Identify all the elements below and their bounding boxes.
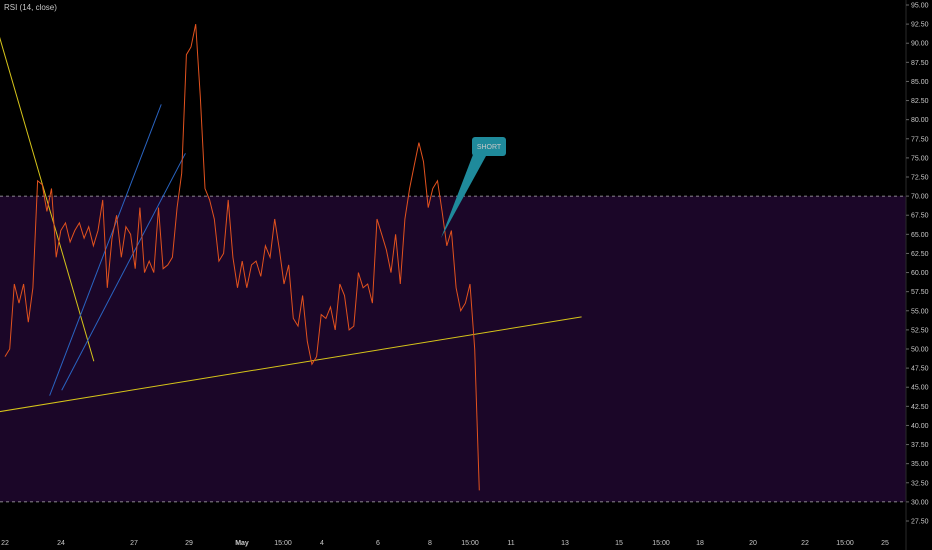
trendline-blue-channel-lower [61, 153, 186, 391]
y-tick-label: 35.00 [911, 461, 929, 468]
y-tick-label: 72.50 [911, 175, 929, 182]
x-tick-label: 11 [507, 540, 514, 547]
y-tick-label: 30.00 [911, 499, 929, 506]
y-tick-label: 92.50 [911, 22, 929, 29]
y-tick-label: 75.00 [911, 155, 929, 162]
y-tick-label: 90.00 [911, 41, 929, 48]
x-tick-label: 25 [881, 540, 889, 547]
rsi-series-line [4, 23, 480, 491]
y-tick-label: 62.50 [911, 251, 929, 258]
y-tick-label: 70.00 [911, 194, 929, 201]
x-tick-label: 15:00 [461, 540, 479, 547]
y-axis-ticks: 27.50 30.00 32.50 35.00 37.50 40.00 42.50 45.00… [906, 3, 929, 526]
x-tick-label: 15 [615, 540, 623, 547]
x-tick-label: 22 [1, 540, 9, 547]
x-tick-label: 24 [57, 540, 65, 547]
indicator-label: RSI (14, close) [4, 3, 57, 12]
x-axis-ticks: 22 24 27 29 May 15:00 4 6 8 15:00 11 13 15 15:00 18 20 2… [1, 540, 889, 547]
y-tick-label: 85.00 [911, 79, 929, 86]
x-tick-label: 13 [561, 540, 569, 547]
y-tick-label: 50.00 [911, 347, 929, 354]
overbought-oversold-band [0, 196, 906, 502]
y-tick-label: 87.50 [911, 60, 929, 67]
y-tick-label: 65.00 [911, 232, 929, 239]
y-tick-label: 57.50 [911, 289, 929, 296]
x-tick-label: 15:00 [274, 540, 292, 547]
y-tick-label: 55.00 [911, 308, 929, 315]
x-tick-label: 4 [320, 540, 324, 547]
y-tick-label: 77.50 [911, 136, 929, 143]
x-tick-label: 22 [801, 540, 809, 547]
x-tick-label: 8 [428, 540, 432, 547]
short-callout-box[interactable] [472, 137, 506, 156]
x-tick-label: 15:00 [836, 540, 854, 547]
x-tick-label: 29 [185, 540, 193, 547]
y-tick-label: 52.50 [911, 327, 929, 334]
y-tick-label: 32.50 [911, 480, 929, 487]
y-tick-label: 37.50 [911, 442, 929, 449]
y-tick-label: 82.50 [911, 98, 929, 105]
y-tick-label: 42.50 [911, 404, 929, 411]
y-tick-label: 67.50 [911, 213, 929, 220]
x-tick-label: May [235, 540, 249, 547]
x-tick-label: 18 [696, 540, 704, 547]
x-tick-label: 27 [130, 540, 138, 547]
short-callout-label: SHORT [477, 144, 502, 151]
y-tick-label: 60.00 [911, 270, 929, 277]
x-tick-label: 6 [376, 540, 380, 547]
y-tick-label: 45.00 [911, 385, 929, 392]
x-tick-label: 20 [749, 540, 757, 547]
y-tick-label: 95.00 [911, 3, 929, 10]
y-tick-label: 47.50 [911, 366, 929, 373]
trendline-yellow-ascending [0, 316, 582, 413]
y-tick-label: 27.50 [911, 519, 929, 526]
y-tick-label: 40.00 [911, 423, 929, 430]
y-tick-label: 80.00 [911, 117, 929, 124]
short-callout-pointer [441, 152, 486, 238]
short-callout[interactable]: SHORT [441, 137, 506, 238]
x-tick-label: 15:00 [652, 540, 670, 547]
